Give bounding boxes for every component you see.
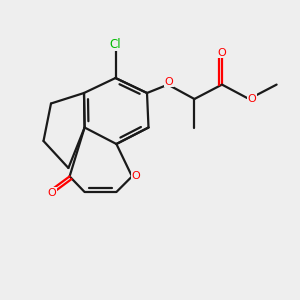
Text: O: O xyxy=(218,47,226,58)
Text: O: O xyxy=(164,76,173,87)
Text: O: O xyxy=(248,94,256,104)
Text: O: O xyxy=(131,171,140,182)
Text: O: O xyxy=(47,188,56,198)
Text: Cl: Cl xyxy=(110,38,121,51)
